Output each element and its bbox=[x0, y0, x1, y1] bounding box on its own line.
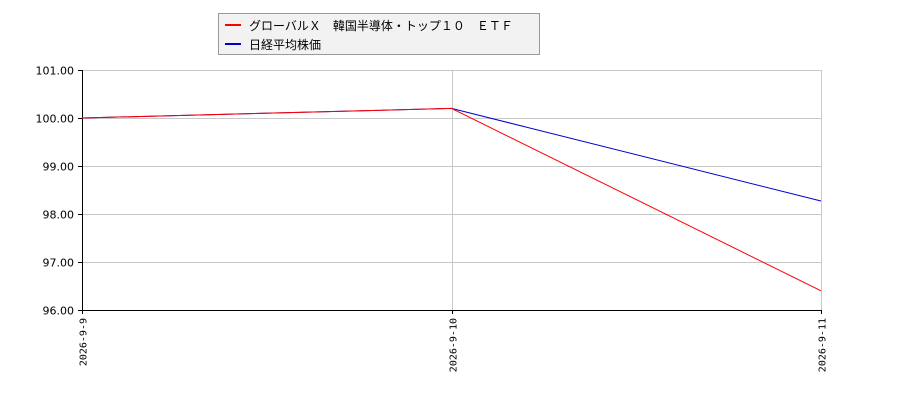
x-tick-label: 2026-9-10 bbox=[449, 318, 460, 372]
legend: グローバルＸ 韓国半導体・トップ１０ ＥＴＦ 日経平均株価 bbox=[218, 13, 540, 55]
y-tick-label: 97.00 bbox=[43, 257, 75, 270]
y-tick-label: 101.00 bbox=[36, 65, 75, 78]
legend-label-etf: グローバルＸ 韓国半導体・トップ１０ ＥＴＦ bbox=[249, 18, 513, 33]
x-tick-label: 2026-9-9 bbox=[79, 318, 90, 366]
series-line-1 bbox=[81, 107, 822, 202]
y-tick-label: 96.00 bbox=[43, 305, 75, 318]
axes bbox=[82, 70, 822, 311]
x-axis-ticks: 2026-9-9 2026-9-10 2026-9-11 bbox=[79, 310, 829, 372]
legend-item-etf: グローバルＸ 韓国半導体・トップ１０ ＥＴＦ bbox=[225, 16, 513, 34]
y-tick-label: 99.00 bbox=[43, 161, 75, 174]
x-tick-label: 2026-9-11 bbox=[818, 318, 829, 372]
grid-lines bbox=[82, 70, 822, 311]
legend-item-nikkei: 日経平均株価 bbox=[225, 35, 321, 53]
y-axis-ticks: 96.00 97.00 98.00 99.00 100.00 101.00 bbox=[36, 65, 82, 318]
legend-swatch-nikkei bbox=[225, 43, 241, 45]
series-line-0 bbox=[81, 107, 822, 292]
series-lines bbox=[81, 107, 822, 292]
y-tick-label: 98.00 bbox=[43, 209, 75, 222]
legend-label-nikkei: 日経平均株価 bbox=[249, 37, 322, 52]
legend-swatch-etf bbox=[225, 24, 241, 26]
y-tick-label: 100.00 bbox=[36, 113, 75, 126]
